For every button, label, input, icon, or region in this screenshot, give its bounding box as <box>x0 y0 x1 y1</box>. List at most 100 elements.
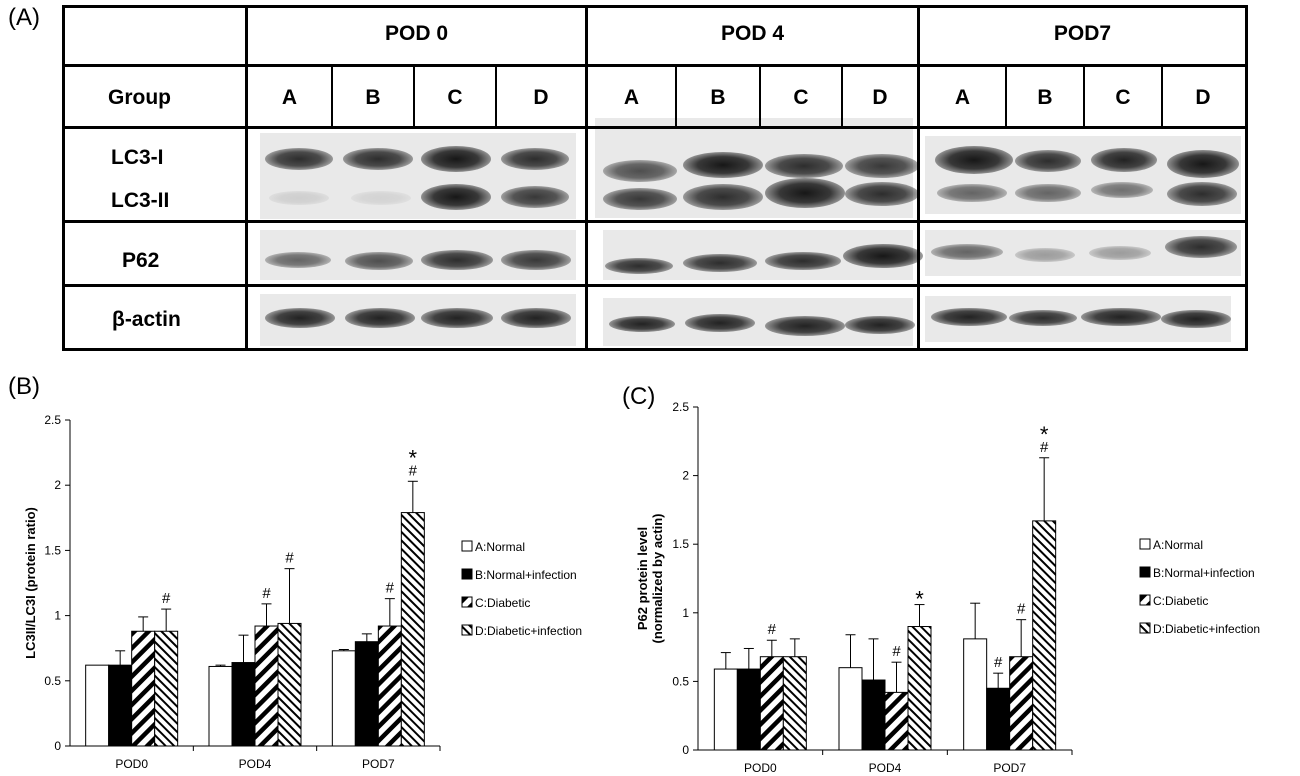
blot-band <box>603 188 677 210</box>
lane-label: A <box>623 86 640 109</box>
significance-mark: # <box>162 590 171 607</box>
blot-band <box>343 148 413 170</box>
header-pod7: POD7 <box>1053 22 1112 45</box>
row-label-lc3-i: LC3-I <box>111 146 164 169</box>
bar <box>759 656 784 751</box>
lane-label: D <box>872 86 888 109</box>
blot-band <box>931 308 1007 326</box>
western-blot-table: POD 0 POD 4 POD7 Group A B C D A B C D A… <box>62 5 1248 351</box>
legend-swatch <box>1139 594 1151 606</box>
y-tick-label: 1 <box>54 609 61 623</box>
bar <box>838 667 863 751</box>
blot-band <box>1015 150 1081 172</box>
bar <box>154 630 179 747</box>
legend-swatch <box>1139 566 1151 578</box>
blot-band <box>1009 310 1077 326</box>
blot-band <box>843 244 923 268</box>
significance-mark: # <box>262 585 271 602</box>
blot-band <box>603 160 677 182</box>
row-label-beta-actin: β-actin <box>112 308 181 331</box>
bar <box>85 664 110 747</box>
blot-band <box>269 191 329 205</box>
blot-band <box>421 250 493 270</box>
y-tick-label: 0.5 <box>44 674 61 688</box>
bar <box>277 622 302 747</box>
blot-band <box>609 316 675 332</box>
blot-band <box>265 252 331 268</box>
blot-band <box>937 184 1007 202</box>
legend-label: B:Normal+infection <box>1153 566 1255 580</box>
blot-band <box>683 152 763 178</box>
y-tick-label: 2 <box>682 469 689 483</box>
bar <box>231 662 256 747</box>
blot-band <box>765 252 841 270</box>
significance-mark: # <box>386 580 395 597</box>
blot-band <box>501 186 569 208</box>
blot-band <box>1015 184 1081 202</box>
significance-mark: * <box>1040 422 1049 447</box>
legend-label: D:Diabetic+infection <box>475 624 582 638</box>
significance-mark: # <box>1017 601 1026 618</box>
bar <box>963 638 988 751</box>
blot-band <box>1091 148 1157 172</box>
lane-label: A <box>954 86 971 109</box>
header-pod0: POD 0 <box>384 22 449 45</box>
significance-mark: # <box>1040 439 1049 456</box>
bar <box>736 668 761 751</box>
bar <box>1009 656 1034 751</box>
x-tick-label: POD0 <box>744 761 777 775</box>
bar <box>377 625 402 747</box>
blot-band <box>351 191 411 205</box>
bar <box>400 512 425 747</box>
blot-band <box>421 184 491 210</box>
blot-band <box>765 154 843 178</box>
bar <box>884 691 909 751</box>
chart-b-lc3-ratio: 0 0.5 1 1.5 2 2.5 LC3II/LC3I (protein ratio) PO… <box>23 413 582 771</box>
lane-label: B <box>1037 86 1053 109</box>
lane-label: A <box>281 86 298 109</box>
header-pod4: POD 4 <box>720 22 785 45</box>
blot-band <box>501 250 571 270</box>
x-tick-label: POD0 <box>115 757 148 771</box>
significance-mark: # <box>892 643 901 660</box>
panel-label-b: (B) <box>8 373 40 400</box>
blot-band <box>501 148 569 170</box>
chart-c-p62-level: 0 0.5 1 1.5 2 2.5 P62 protein level (normalized… <box>635 400 1260 775</box>
legend-swatch <box>461 624 473 636</box>
y-axis-label: (normalized by actin) <box>650 513 665 643</box>
blot-band <box>1089 246 1151 260</box>
row-label-lc3-ii: LC3-II <box>111 189 170 212</box>
x-tick-label: POD7 <box>993 761 1026 775</box>
blot-band <box>683 254 757 272</box>
row-label-p62: P62 <box>122 249 160 272</box>
lane-label: C <box>793 86 809 109</box>
blot-band <box>421 146 491 172</box>
blot-band <box>683 184 763 210</box>
lane-label: D <box>533 86 549 109</box>
legend-swatch <box>1139 538 1151 550</box>
y-tick-label: 2.5 <box>44 413 61 427</box>
bar <box>331 650 356 747</box>
blot-band <box>1167 182 1237 206</box>
bar <box>208 665 233 747</box>
bar <box>354 641 379 747</box>
bar <box>713 668 738 751</box>
blot-band <box>265 148 333 170</box>
lane-label: B <box>710 86 726 109</box>
x-tick-label: POD7 <box>362 757 395 771</box>
y-tick-label: 0.5 <box>672 674 689 688</box>
legend-swatch <box>1139 622 1151 634</box>
y-tick-label: 0 <box>682 743 689 757</box>
blot-band <box>845 154 919 178</box>
blot-band <box>1165 236 1237 258</box>
bar <box>861 679 886 751</box>
legend-swatch <box>461 596 473 608</box>
lane-label: C <box>447 86 463 109</box>
y-tick-label: 1 <box>682 606 689 620</box>
legend-label: C:Diabetic <box>475 596 530 610</box>
legend-label: D:Diabetic+infection <box>1153 622 1260 636</box>
blot-band <box>1091 182 1153 198</box>
blot-band <box>1167 150 1239 178</box>
blot-band <box>265 308 335 328</box>
bar <box>254 625 279 747</box>
